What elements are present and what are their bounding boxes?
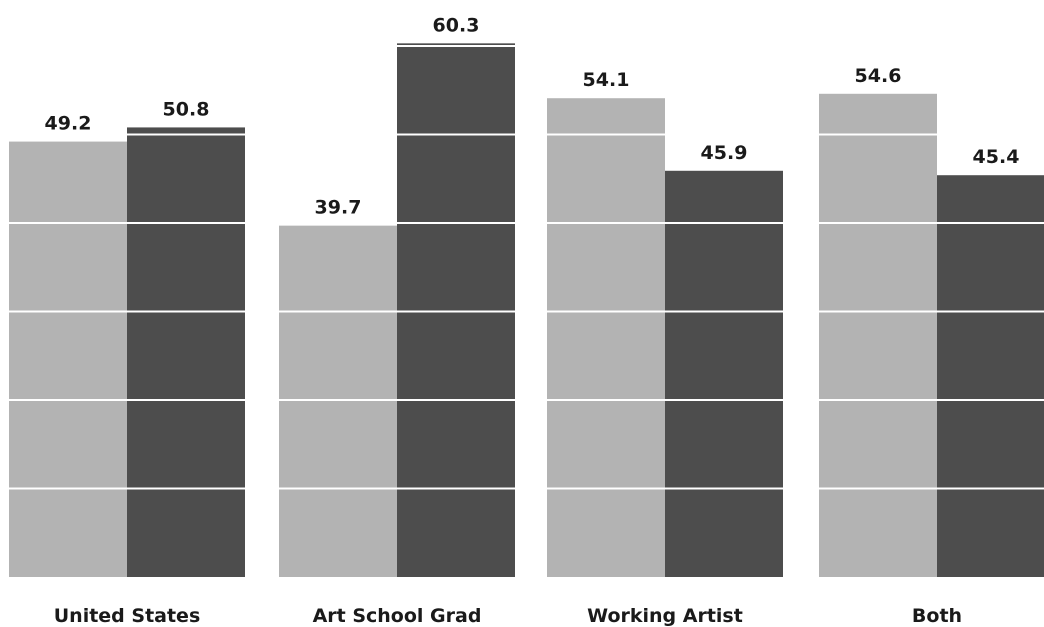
value-label-both-series-2: 45.4 [973,146,1020,168]
category-label-art-school-grad: Art School Grad [313,605,482,627]
bar-both-series-2 [937,175,1044,577]
value-label-united-states-series-1: 49.2 [45,113,92,135]
bar-united-states-series-2 [127,127,245,577]
value-label-both-series-1: 54.6 [855,65,902,87]
value-label-working-artist-series-1: 54.1 [583,69,630,91]
value-label-art-school-grad-series-2: 60.3 [433,14,480,36]
bar-working-artist-series-2 [665,171,783,577]
bar-working-artist-series-1 [547,98,665,577]
bar-art-school-grad-series-1 [279,226,397,577]
bar-both-series-1 [819,94,937,577]
value-label-united-states-series-2: 50.8 [163,98,210,120]
value-label-working-artist-series-2: 45.9 [701,142,748,164]
category-label-working-artist: Working Artist [587,605,743,627]
bar-art-school-grad-series-2 [397,43,515,577]
category-label-united-states: United States [54,605,201,627]
bar-united-states-series-1 [9,142,127,577]
bars-layer [9,43,1044,577]
category-labels-layer: United States Art School Grad Working Arti… [54,605,962,627]
category-label-both: Both [912,605,962,627]
value-label-art-school-grad-series-1: 39.7 [315,197,362,219]
